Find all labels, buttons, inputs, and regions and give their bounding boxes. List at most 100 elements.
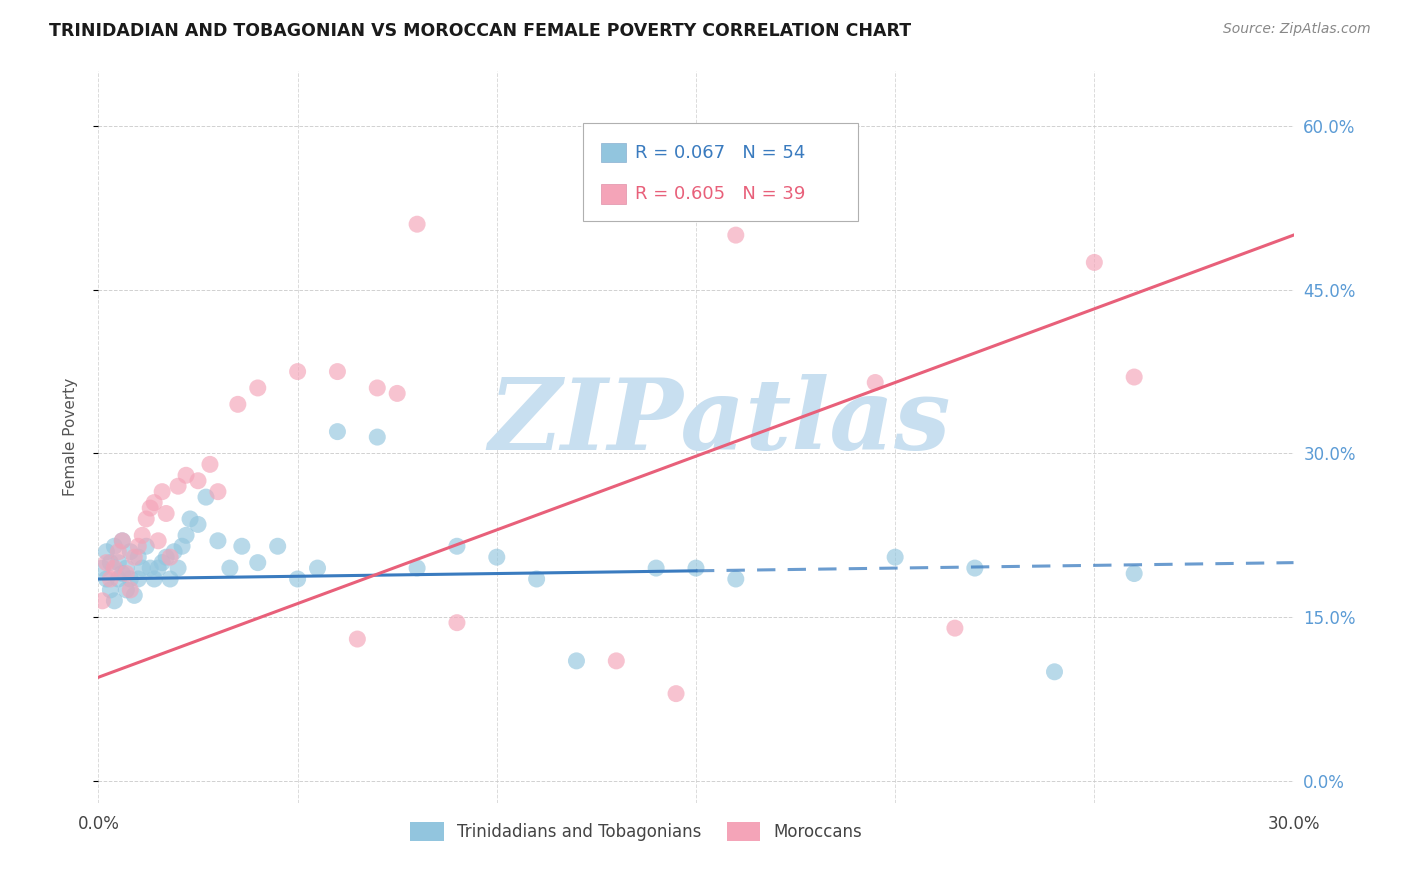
Point — [139, 501, 162, 516]
Point — [724, 572, 747, 586]
Point — [127, 539, 149, 553]
Point — [219, 561, 242, 575]
Point — [120, 545, 142, 559]
Point — [131, 528, 153, 542]
Point — [96, 545, 118, 559]
Point — [724, 228, 747, 243]
Point — [115, 561, 138, 575]
Point — [103, 539, 125, 553]
Point — [111, 533, 134, 548]
Text: ZIPatlas: ZIPatlas — [489, 375, 950, 471]
Point — [135, 539, 157, 553]
Point — [446, 615, 468, 630]
Point — [287, 365, 309, 379]
Point — [91, 594, 114, 608]
Point — [406, 561, 429, 575]
Point — [207, 533, 229, 548]
Point — [143, 572, 166, 586]
Point — [124, 550, 146, 565]
Point — [120, 582, 142, 597]
Point — [98, 556, 122, 570]
Point — [174, 528, 197, 542]
Point — [884, 550, 907, 565]
Point — [446, 539, 468, 553]
Point — [605, 654, 627, 668]
Point — [107, 556, 129, 570]
Point — [231, 539, 253, 553]
Point — [167, 561, 190, 575]
Point — [143, 495, 166, 509]
Point — [406, 217, 429, 231]
Point — [943, 621, 966, 635]
Point — [366, 430, 388, 444]
Point — [148, 561, 170, 575]
Point — [485, 550, 508, 565]
Point — [1043, 665, 1066, 679]
Y-axis label: Female Poverty: Female Poverty — [63, 378, 77, 496]
Point — [96, 572, 118, 586]
Text: TRINIDADIAN AND TOBAGONIAN VS MOROCCAN FEMALE POVERTY CORRELATION CHART: TRINIDADIAN AND TOBAGONIAN VS MOROCCAN F… — [49, 22, 911, 40]
Point — [155, 550, 177, 565]
Point — [107, 572, 129, 586]
Point — [150, 484, 173, 499]
Point — [645, 561, 668, 575]
Point — [198, 458, 221, 472]
Point — [307, 561, 329, 575]
Point — [107, 545, 129, 559]
Point — [267, 539, 290, 553]
Text: R = 0.067   N = 54: R = 0.067 N = 54 — [636, 144, 806, 161]
Point — [246, 556, 269, 570]
Point — [115, 566, 138, 581]
Point — [98, 572, 122, 586]
Point — [127, 550, 149, 565]
Point — [174, 468, 197, 483]
Point — [1123, 370, 1146, 384]
Point — [187, 474, 209, 488]
Point — [159, 550, 181, 565]
Point — [120, 572, 142, 586]
Point — [103, 561, 125, 575]
Point — [195, 490, 218, 504]
Point — [685, 561, 707, 575]
Point — [148, 533, 170, 548]
Point — [385, 386, 409, 401]
Point — [1123, 566, 1146, 581]
Text: Source: ZipAtlas.com: Source: ZipAtlas.com — [1223, 22, 1371, 37]
Point — [111, 566, 134, 581]
Point — [366, 381, 388, 395]
Point — [865, 376, 887, 390]
Point — [963, 561, 986, 575]
Point — [1083, 255, 1105, 269]
Point — [135, 512, 157, 526]
Point — [526, 572, 548, 586]
Point — [103, 594, 125, 608]
Point — [287, 572, 309, 586]
Point — [124, 588, 146, 602]
Point — [179, 512, 201, 526]
Point — [346, 632, 368, 646]
Point — [111, 533, 134, 548]
Point — [207, 484, 229, 499]
Point — [127, 572, 149, 586]
Point — [167, 479, 190, 493]
Point — [326, 365, 349, 379]
Point — [155, 507, 177, 521]
Legend: Trinidadians and Tobagonians, Moroccans: Trinidadians and Tobagonians, Moroccans — [402, 814, 870, 849]
Point — [226, 397, 249, 411]
Point — [163, 545, 186, 559]
Point — [565, 654, 588, 668]
Point — [246, 381, 269, 395]
Point — [96, 556, 118, 570]
Point — [159, 572, 181, 586]
Point — [139, 561, 162, 575]
Point — [98, 582, 122, 597]
Point — [115, 582, 138, 597]
Point — [326, 425, 349, 439]
Point — [91, 561, 114, 575]
Text: R = 0.605   N = 39: R = 0.605 N = 39 — [636, 185, 806, 202]
Point — [131, 561, 153, 575]
Point — [187, 517, 209, 532]
Point — [172, 539, 194, 553]
Point — [150, 556, 173, 570]
Point — [665, 687, 688, 701]
